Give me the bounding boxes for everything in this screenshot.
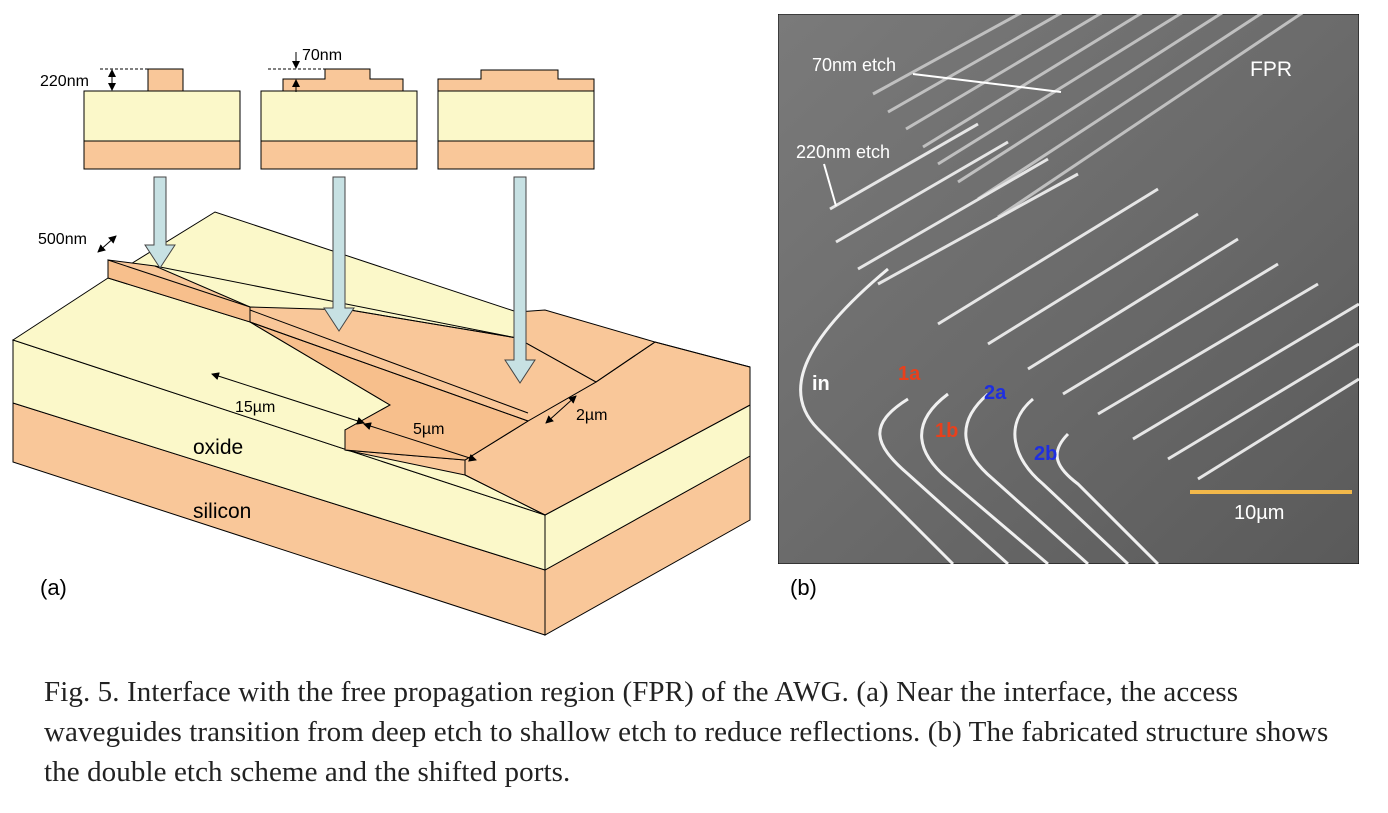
dim-15um: 15µm: [211, 372, 365, 425]
curved-waveguides: [799, 267, 1160, 564]
panel-b-label: (b): [790, 575, 817, 600]
leader-70nm: [912, 73, 1062, 93]
cross-section-shallow-etch: [260, 68, 418, 170]
shallow-etch-trenches: [872, 14, 1304, 219]
dim-220nm: 220nm: [40, 68, 148, 91]
svg-text:5µm: 5µm: [413, 421, 444, 438]
svg-text:15µm: 15µm: [235, 399, 275, 416]
svg-text:70nm: 70nm: [302, 47, 342, 64]
label-220nm-etch: 220nm etch: [796, 142, 890, 162]
cross-section-slab: [437, 69, 595, 170]
dim-500nm: 500nm: [38, 231, 117, 253]
label-port-1a: 1a: [898, 363, 921, 385]
label-scale: 10µm: [1234, 502, 1284, 524]
dim-2um: 2µm: [545, 395, 607, 424]
dim-5um: 5µm: [363, 421, 477, 462]
label-oxide: oxide: [193, 436, 243, 459]
figure-caption: Fig. 5. Interface with the free propagat…: [44, 676, 1329, 788]
silicon-waveguide-structure: [107, 259, 751, 516]
projection-arrows: [144, 176, 536, 384]
svg-text:500nm: 500nm: [38, 231, 87, 248]
leader-220nm: [823, 163, 837, 207]
label-fpr: FPR: [1250, 58, 1292, 81]
cross-section-deep-etch: [83, 68, 241, 170]
panel-a-diagram: 220nm 70nm: [11, 47, 751, 636]
label-port-1b: 1b: [935, 420, 958, 442]
dim-70nm: 70nm: [268, 47, 342, 92]
label-70nm-etch: 70nm etch: [812, 55, 896, 75]
panel-a-label: (a): [40, 575, 67, 600]
label-port-2a: 2a: [984, 382, 1007, 404]
label-silicon: silicon: [193, 500, 251, 523]
deep-etch-trenches: [829, 122, 1359, 481]
label-port-2b: 2b: [1034, 443, 1057, 465]
label-port-in: in: [812, 373, 830, 395]
panel-b-sem-image: 70nm etch 220nm etch FPR in 1a 1b 2a 2b …: [778, 14, 1359, 564]
svg-text:220nm: 220nm: [40, 73, 89, 90]
svg-text:2µm: 2µm: [576, 407, 607, 424]
